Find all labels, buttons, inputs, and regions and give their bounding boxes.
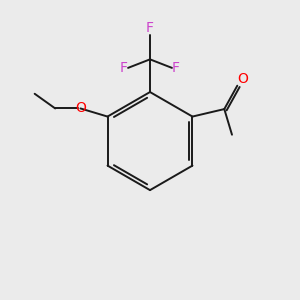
Text: F: F [120, 61, 128, 75]
Text: O: O [237, 72, 248, 86]
Text: O: O [75, 101, 86, 116]
Text: F: F [146, 21, 154, 35]
Text: F: F [172, 61, 180, 75]
